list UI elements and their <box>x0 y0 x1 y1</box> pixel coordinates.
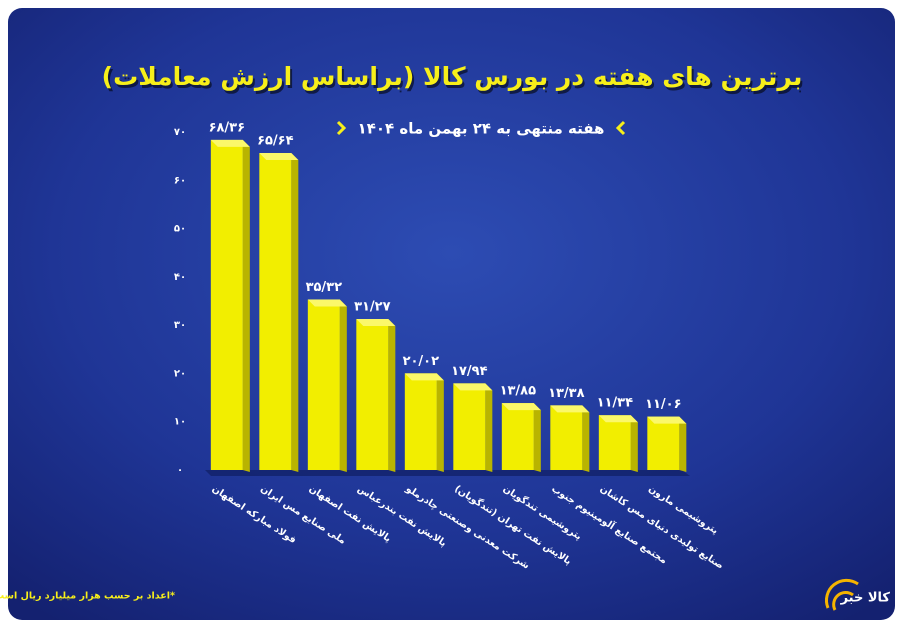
bar-side <box>339 299 347 472</box>
value-label: ۶۵/۶۴ <box>257 134 294 149</box>
value-label: ۱۳/۸۵ <box>500 384 537 399</box>
y-tick-label: ۴۰ <box>174 272 186 283</box>
bar <box>550 405 583 470</box>
bar-top <box>404 373 444 381</box>
bar <box>598 415 631 470</box>
bar-top <box>598 415 638 423</box>
bar-side <box>679 416 687 472</box>
value-label: ۱۷/۹۴ <box>451 364 488 379</box>
bar <box>210 139 243 470</box>
chart-title: برترین های هفته در بورس کالا (براساس ارز… <box>102 62 803 92</box>
bar <box>259 153 292 471</box>
value-label: ۱۱/۳۴ <box>597 396 634 411</box>
bar-side <box>291 153 299 473</box>
bar <box>307 299 340 470</box>
value-label: ۱۳/۳۸ <box>548 386 585 401</box>
logo-arc <box>824 578 859 609</box>
y-tick-label: ۰ <box>177 465 183 476</box>
bar <box>453 383 486 470</box>
value-label: ۳۱/۲۷ <box>354 300 391 315</box>
subtitle-bracket <box>336 120 347 136</box>
value-label: ۶۸/۳۶ <box>209 120 246 135</box>
bar-side <box>242 139 250 472</box>
floor <box>205 470 690 476</box>
bar-side <box>388 319 396 472</box>
bar-top <box>501 403 541 411</box>
bar-side <box>533 403 541 472</box>
y-tick-label: ۵۰ <box>174 224 186 235</box>
y-tick-label: ۱۰ <box>174 417 186 428</box>
value-label: ۳۵/۳۲ <box>306 280 343 295</box>
logo-arc <box>832 591 854 611</box>
bar-top <box>356 319 396 327</box>
bar-side <box>630 415 638 472</box>
bar-side <box>436 373 444 472</box>
value-label: ۲۰/۰۲ <box>403 354 440 369</box>
background-panel <box>8 8 895 620</box>
y-tick-label: ۲۰ <box>174 368 186 379</box>
bar-side <box>582 405 590 472</box>
bar <box>356 319 389 470</box>
bar-top <box>550 405 590 413</box>
value-label: ۱۱/۰۶ <box>645 397 682 412</box>
y-tick-label: ۶۰ <box>174 175 186 186</box>
bar-top <box>210 139 250 147</box>
bar <box>501 403 534 470</box>
bar-top <box>259 153 299 161</box>
chart-subtitle: هفته منتهی به ۲۴ بهمن ماه ۱۴۰۴ <box>358 120 605 138</box>
y-tick-label: ۳۰ <box>174 320 186 331</box>
note: *اعداد بر حسب هزار میلیارد ریال است <box>0 591 175 602</box>
subtitle-bracket <box>615 120 626 136</box>
logo: کالا خبر <box>840 591 891 606</box>
bar-top <box>307 299 347 307</box>
chart-title-shadow: برترین های هفته در بورس کالا (براساس ارز… <box>104 65 805 95</box>
bar <box>404 373 437 470</box>
bar <box>647 416 680 470</box>
y-tick-label: ۷۰ <box>174 127 186 138</box>
bar-side <box>485 383 493 472</box>
bar-top <box>453 383 493 391</box>
bar-top <box>647 416 687 424</box>
